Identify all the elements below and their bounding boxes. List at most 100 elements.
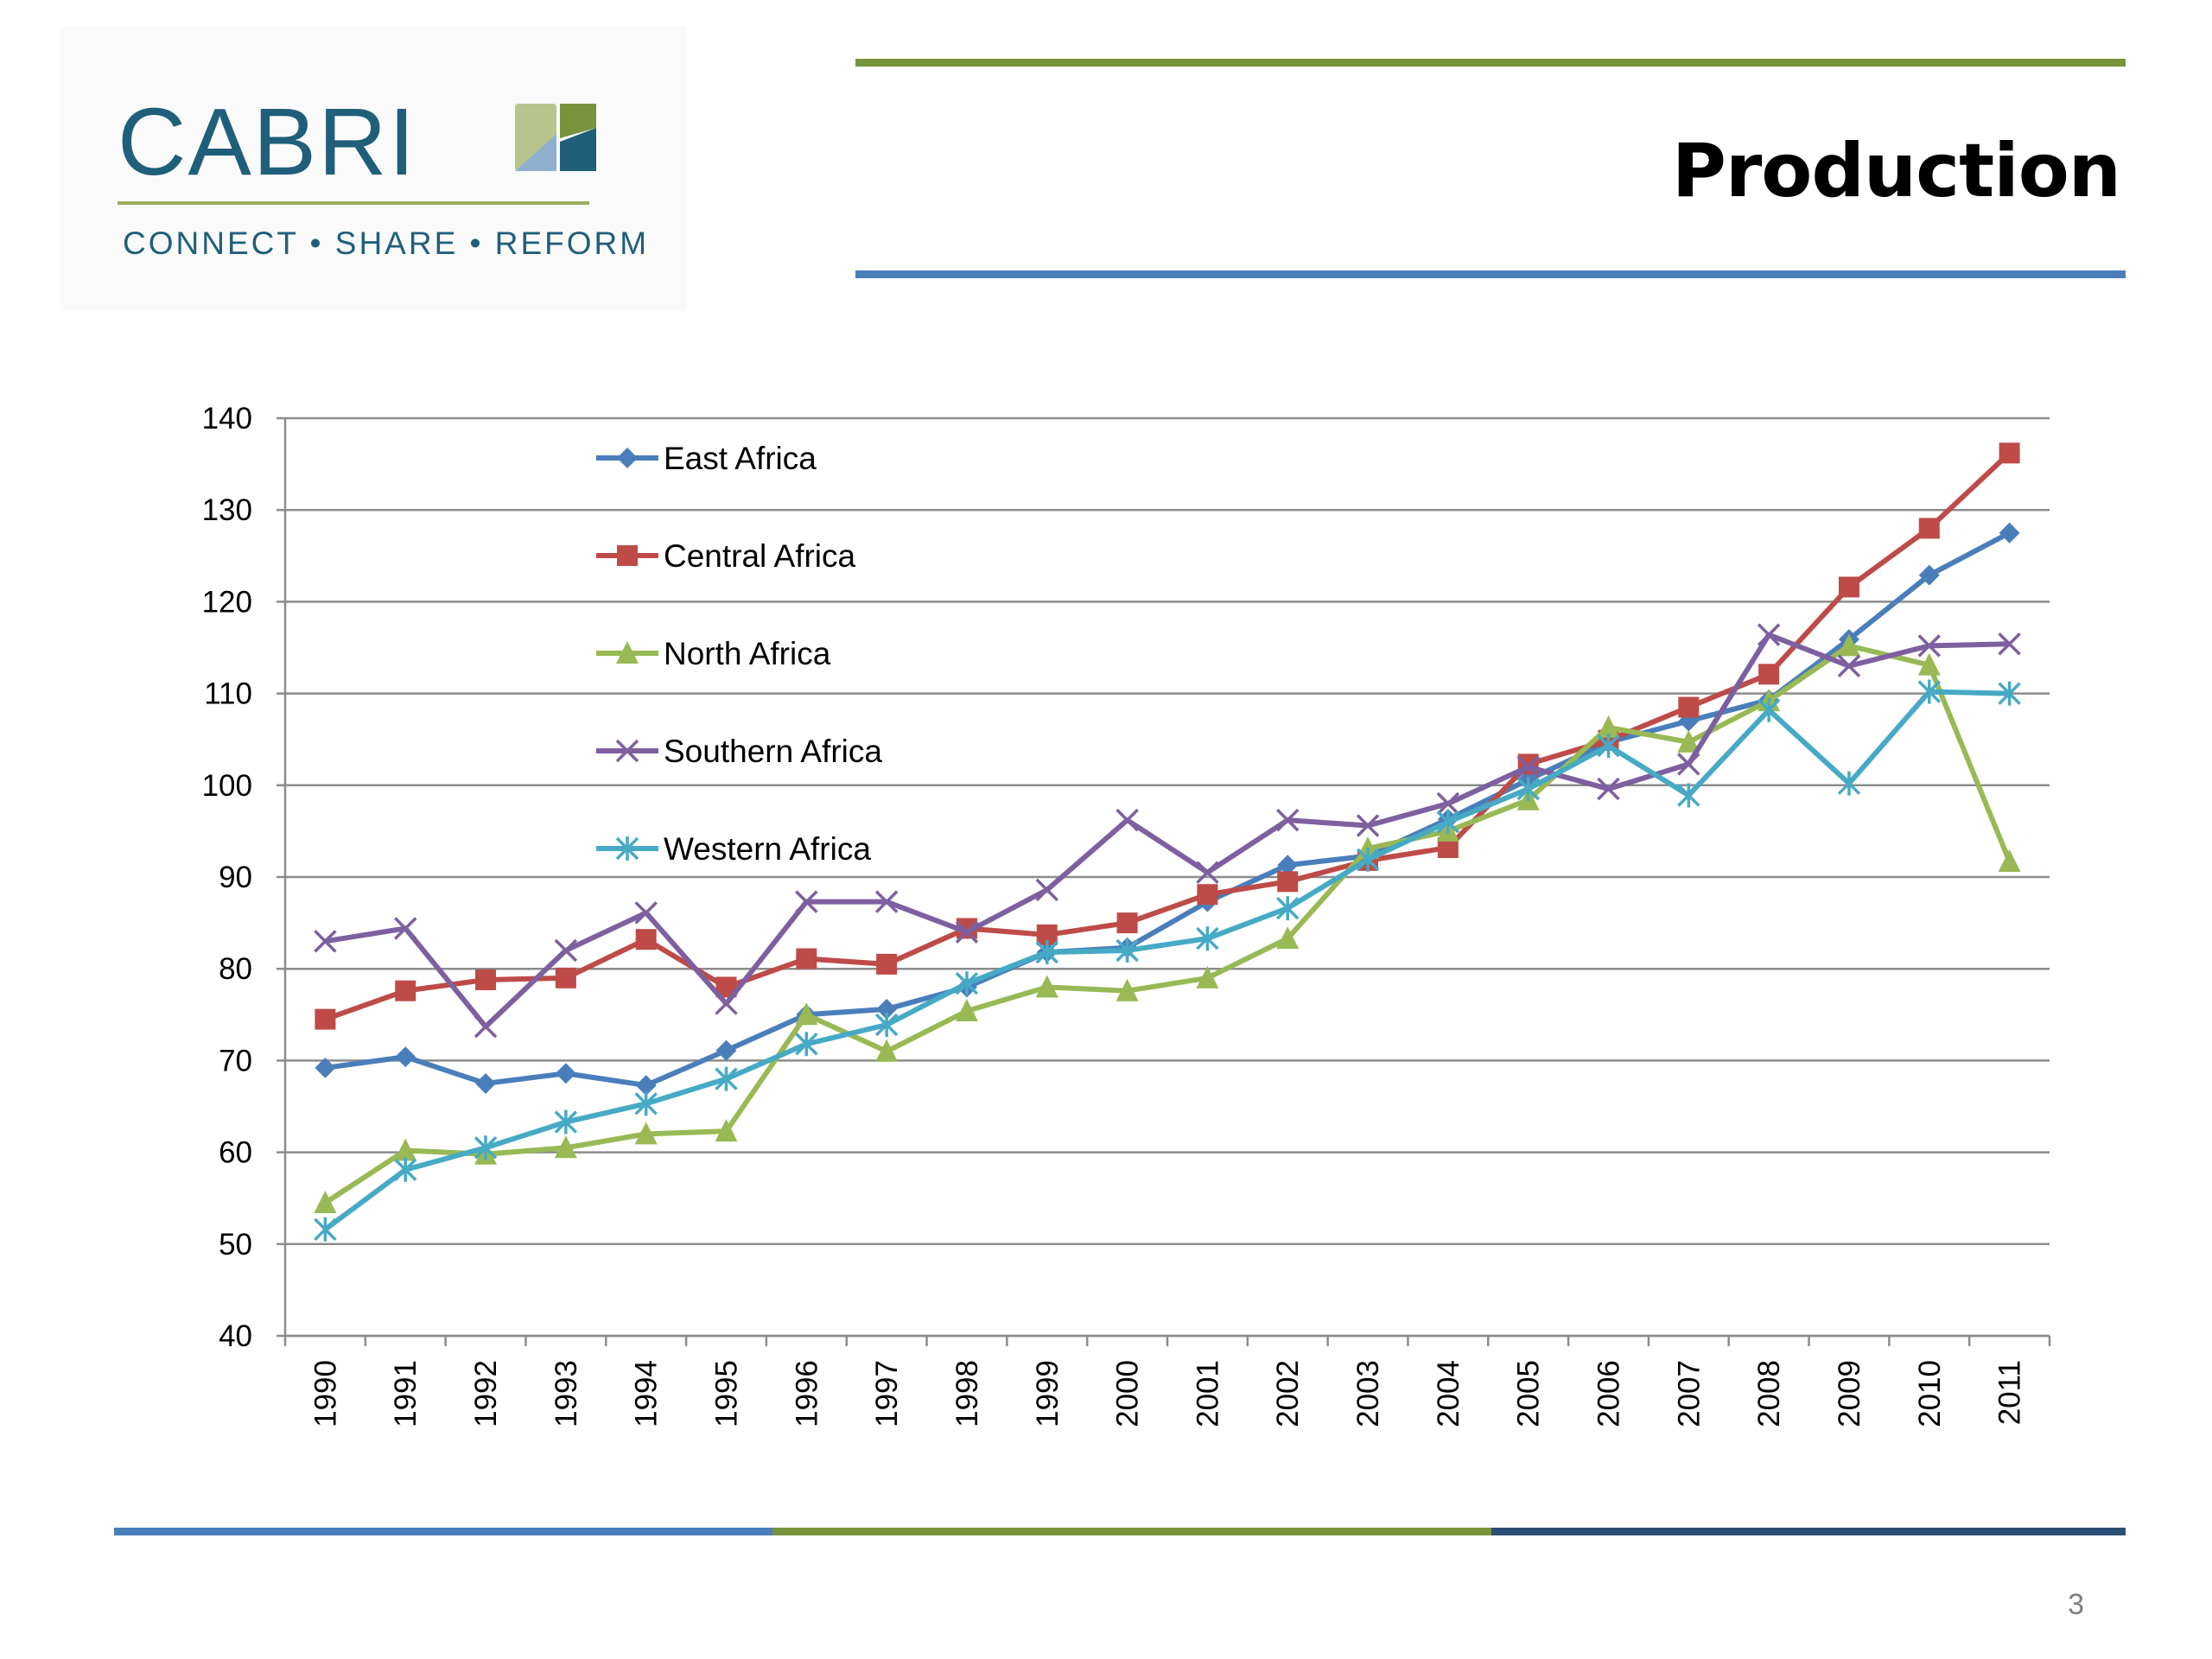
data-point-western-africa	[393, 1157, 417, 1182]
data-point-east-africa	[635, 1075, 657, 1096]
footer-rule-green	[772, 1528, 1491, 1535]
data-point-western-africa	[1356, 847, 1380, 872]
data-point-east-africa	[395, 1046, 416, 1068]
series-line-north-africa	[323, 643, 2012, 1205]
data-point-southern-africa	[1597, 777, 1620, 801]
data-point-western-africa	[1597, 734, 1620, 759]
series-line-southern-africa	[324, 632, 2010, 1030]
x-tick-label: 2004	[1432, 1360, 1465, 1427]
data-point-western-africa	[1035, 940, 1059, 965]
series-central-africa	[315, 442, 2020, 1030]
slide-title: Production	[1671, 128, 2121, 214]
data-point-central-africa	[1758, 664, 1780, 685]
series-line-western-africa	[323, 689, 2010, 1232]
data-point-southern-africa	[1356, 814, 1380, 837]
x-tick-label: 2007	[1672, 1360, 1706, 1427]
data-point-north-africa	[1116, 978, 1139, 1001]
data-point-southern-africa	[1436, 791, 1460, 816]
y-tick-label: 40	[219, 1319, 252, 1353]
data-point-southern-africa	[1677, 753, 1700, 776]
data-point-western-africa	[1196, 926, 1219, 951]
data-point-north-africa	[1837, 633, 1860, 657]
data-point-central-africa	[1277, 871, 1299, 893]
data-point-central-africa	[1918, 518, 1940, 539]
logo-divider	[118, 201, 589, 205]
x-tick-label: 2002	[1271, 1360, 1305, 1427]
series-line-central-africa	[324, 451, 2012, 1022]
footer-rule-navy	[1491, 1528, 2126, 1535]
logo-tagline: CONNECT • SHARE • REFORM	[123, 226, 649, 261]
data-point-north-africa	[875, 1039, 899, 1062]
y-tick-label: 120	[202, 585, 252, 619]
series-east-africa	[315, 522, 2020, 1096]
x-tick-label: 1991	[389, 1360, 423, 1427]
y-tick-label: 110	[204, 677, 252, 711]
data-point-western-africa	[1917, 679, 1942, 704]
data-point-southern-africa	[955, 920, 979, 944]
legend-entry-central-africa: Central Africa	[596, 538, 856, 574]
data-point-east-africa	[715, 1039, 737, 1061]
series-line-east-africa	[325, 531, 2011, 1089]
legend-label: Southern Africa	[664, 734, 882, 769]
data-point-southern-africa	[1516, 755, 1540, 779]
page-number: 3	[2068, 1588, 2084, 1621]
x-tick-label: 1990	[308, 1360, 342, 1427]
data-point-southern-africa	[554, 938, 578, 963]
legend-swatch-marker	[617, 545, 638, 566]
data-point-central-africa	[1999, 442, 2020, 464]
data-point-central-africa	[796, 948, 817, 969]
x-tick-label: 1994	[630, 1360, 664, 1427]
legend-swatch-marker	[617, 448, 638, 468]
data-point-north-africa	[394, 1138, 417, 1161]
data-point-western-africa	[1116, 938, 1139, 963]
data-point-east-africa	[555, 1063, 576, 1084]
data-point-southern-africa	[634, 901, 658, 925]
y-tick-label: 130	[202, 493, 252, 527]
data-point-southern-africa	[715, 992, 738, 1015]
data-point-central-africa	[395, 980, 416, 1001]
y-tick-label: 50	[219, 1228, 252, 1262]
data-point-western-africa	[1998, 681, 2021, 706]
y-tick-label: 140	[202, 402, 252, 435]
x-tick-label: 2010	[1913, 1360, 1947, 1427]
data-point-western-africa	[955, 971, 979, 996]
data-point-east-africa	[1277, 855, 1299, 876]
x-tick-label: 1992	[469, 1360, 503, 1427]
series-western-africa	[314, 679, 2021, 1242]
title-bottom-rule	[855, 270, 2126, 278]
data-point-southern-africa	[393, 917, 417, 940]
data-point-southern-africa	[1837, 654, 1861, 677]
legend-entry-southern-africa: Southern Africa	[596, 734, 882, 769]
data-point-east-africa	[475, 1072, 497, 1094]
data-point-western-africa	[314, 1217, 337, 1242]
data-point-north-africa	[795, 1002, 818, 1026]
data-point-north-africa	[1677, 729, 1700, 753]
legend-swatch-marker	[615, 739, 639, 763]
data-point-north-africa	[1196, 965, 1219, 988]
data-point-southern-africa	[1757, 623, 1781, 646]
data-point-western-africa	[715, 1066, 738, 1091]
data-point-north-africa	[955, 999, 978, 1022]
data-point-southern-africa	[314, 930, 337, 953]
data-point-western-africa	[1837, 771, 1861, 796]
data-point-central-africa	[876, 953, 898, 975]
x-tick-label: 1997	[870, 1360, 904, 1427]
legend-label: Central Africa	[664, 538, 856, 574]
data-point-north-africa	[1276, 926, 1300, 950]
data-point-southern-africa	[474, 1014, 498, 1039]
legend-swatch-marker	[615, 836, 639, 861]
x-tick-label: 2000	[1111, 1360, 1145, 1427]
y-tick-label: 90	[219, 861, 252, 894]
data-point-southern-africa	[1196, 861, 1219, 884]
data-point-north-africa	[715, 1119, 738, 1142]
data-point-central-africa	[1116, 912, 1138, 934]
data-point-east-africa	[1999, 522, 2020, 543]
y-tick-label: 100	[202, 769, 252, 803]
x-tick-label: 1999	[1031, 1360, 1065, 1427]
data-point-north-africa	[1917, 652, 1941, 676]
data-point-north-africa	[554, 1135, 577, 1159]
data-point-southern-africa	[1917, 634, 1942, 658]
data-point-southern-africa	[795, 890, 818, 913]
footer-rule-blue	[114, 1528, 772, 1535]
